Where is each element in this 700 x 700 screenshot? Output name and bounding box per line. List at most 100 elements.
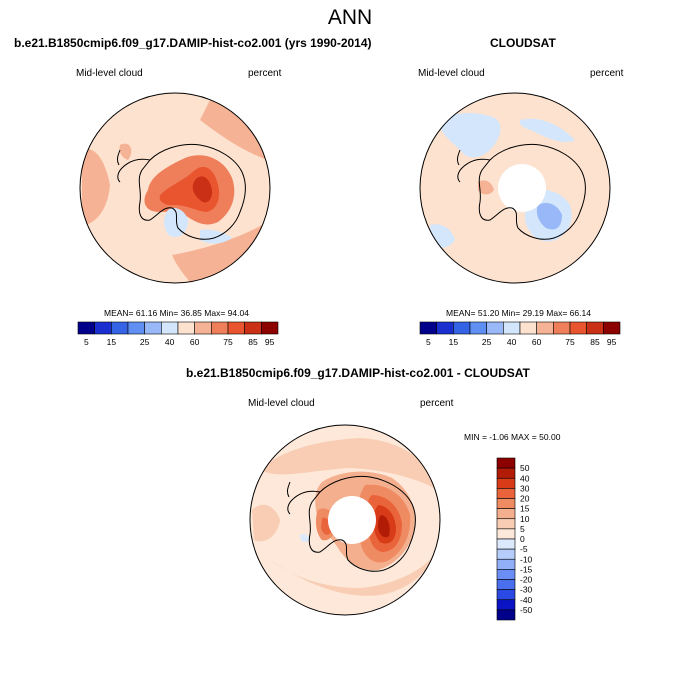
- panel2-stats: MEAN= 51.20 Min= 29.19 Max= 66.14: [446, 308, 591, 318]
- panel1-map-outline: [79, 92, 271, 284]
- panel3-field-ocean-west: [252, 504, 280, 542]
- panel3-min-value: -1.06: [489, 432, 509, 442]
- panel3-colorbar-box: [496, 477, 516, 489]
- panel3-colorbar-tick-label: 15: [520, 504, 530, 514]
- panel3-min-label: MIN =: [464, 432, 487, 442]
- panel1-colorbar-box: [77, 321, 95, 335]
- panel3-field-ocean-ring: [260, 438, 438, 490]
- panel2-units-label: percent: [590, 68, 624, 79]
- panel1-field-ross-sea: [164, 208, 188, 238]
- panel1-colorbar-box: [144, 321, 162, 335]
- panel3-colorbar-box: [496, 609, 516, 621]
- panel1-colorbar-tick-label: 95: [265, 337, 275, 347]
- panel3-stats: MIN = -1.06 MAX = 50.00: [464, 432, 560, 442]
- panel3-colorbar-box: [496, 508, 516, 520]
- panel3-colorbar-tick-label: 5: [520, 524, 525, 534]
- panel1-max-label: Max=: [204, 308, 226, 318]
- panel1-mean-label: MEAN=: [104, 308, 134, 318]
- panel3-colorbar-tick-label: -5: [520, 544, 528, 554]
- panel3-colorbar-tick-label: -20: [520, 575, 533, 585]
- panel1-coastline: [138, 143, 246, 240]
- panel2-min-label: Min=: [501, 308, 521, 318]
- panel3-map-outline: [249, 424, 441, 616]
- panel1-colorbar-tick-label: 75: [223, 337, 233, 347]
- panel1-mean-value: 61.16: [135, 308, 158, 318]
- panel2-colorbar-box: [603, 321, 621, 335]
- panel2-colorbar-box: [569, 321, 587, 335]
- panel3-colorbar-box: [496, 518, 516, 530]
- panel2-pole-missing: [498, 164, 546, 212]
- panel3-pole-missing: [328, 496, 376, 544]
- panel2-mean-label: MEAN=: [446, 308, 476, 318]
- panel1-field-weddell-sea: [200, 229, 232, 244]
- panel1-colorbar-box: [194, 321, 212, 335]
- panel2-max-value: 66.14: [569, 308, 591, 318]
- panel2-map: [420, 93, 610, 283]
- panel3-colorbar-tick-label: 50: [520, 463, 530, 473]
- panel3-max-label: MAX =: [511, 432, 537, 442]
- panel3-title: b.e21.B1850cmip6.f09_g17.DAMIP-hist-co2.…: [186, 366, 530, 380]
- panel3-colorbar-tick-label: -30: [520, 585, 533, 595]
- panel1-title: b.e21.B1850cmip6.f09_g17.DAMIP-hist-co2.…: [14, 36, 372, 50]
- panel2-colorbar-box: [486, 321, 504, 335]
- panel1-max-value: 94.04: [227, 308, 249, 318]
- panel3-colorbar-tick-label: -50: [520, 605, 533, 615]
- panel1-colorbar-box: [244, 321, 262, 335]
- panel1-left-label: Mid-level cloud: [76, 68, 143, 79]
- panel2-colorbar-tick-label: 75: [565, 337, 575, 347]
- panel3-colorbar-tick-label: -10: [520, 554, 533, 564]
- panel1-colorbar-box: [111, 321, 129, 335]
- panel1-colorbar-tick-label: 25: [140, 337, 150, 347]
- panel3-field-ocean-south: [270, 550, 438, 596]
- panel1-colorbar-tick-label: 5: [84, 337, 89, 347]
- panel3-colorbar-tick-label: -40: [520, 595, 533, 605]
- panel2-colorbar-box: [536, 321, 554, 335]
- panel3-colorbar-box: [496, 457, 516, 469]
- panel2-field-pacific-low: [439, 113, 501, 158]
- panel3-colorbar-box: [496, 467, 516, 479]
- panel3-colorbar-box: [496, 488, 516, 499]
- panel2-field-coast-high: [478, 180, 494, 195]
- panel2-field-ocean-north: [519, 118, 575, 143]
- panel1-colorbar-box: [94, 321, 112, 335]
- panel1-colorbar-tick-label: 60: [190, 337, 200, 347]
- panel2-colorbar-box: [586, 321, 604, 335]
- panel3-coastline: [308, 475, 416, 572]
- panel1-colorbar-box: [227, 321, 245, 335]
- panel3-colorbar-tick-label: 0: [520, 534, 525, 544]
- panel3-colorbar-tick-label: -15: [520, 564, 533, 574]
- panel2-colorbar-tick-label: 95: [607, 337, 617, 347]
- panel2-left-label: Mid-level cloud: [418, 68, 485, 79]
- panel3-colorbar-box: [496, 599, 516, 611]
- panel1-colorbar: 5 15 25 40 60 75 85 95: [77, 321, 279, 347]
- panel2-colorbar: 5 15 25 40 60 75 85 95: [419, 321, 621, 347]
- panel2-colorbar-box: [469, 321, 487, 335]
- panel2-colorbar-box: [453, 321, 471, 335]
- panel2-colorbar-tick-label: 40: [507, 337, 517, 347]
- panel3-units-label: percent: [420, 398, 454, 409]
- panel3-colorbar-box: [496, 589, 516, 601]
- panel3-colorbar-tick-label: 30: [520, 483, 530, 493]
- panel2-field-east-antarctica-low: [536, 203, 562, 230]
- panel3-field-east-core: [378, 515, 390, 538]
- panel2-colorbar-box: [519, 321, 537, 335]
- panel3-field-small-negative: [300, 533, 310, 543]
- panel1-field-west-ocean: [119, 143, 132, 160]
- panel1-min-value: 36.85: [180, 308, 202, 318]
- panel2-mean-value: 51.20: [477, 308, 500, 318]
- panel3-colorbar-box: [496, 579, 516, 590]
- panel2-coastline-peninsula: [456, 149, 491, 183]
- panel2-colorbar-tick-label: 85: [590, 337, 600, 347]
- panel3-colorbar-tick-label: 10: [520, 514, 530, 524]
- panel1-colorbar-tick-label: 85: [248, 337, 258, 347]
- panel2-colorbar-box: [419, 321, 437, 335]
- panel2-colorbar-box: [553, 321, 571, 335]
- panel2-colorbar-tick-label: 25: [482, 337, 492, 347]
- panel2-min-value: 29.19: [522, 308, 544, 318]
- panel1-colorbar-box: [161, 321, 179, 335]
- panel1-colorbar-box: [211, 321, 229, 335]
- panel1-colorbar-tick-label: 40: [165, 337, 175, 347]
- panel1-field-interior-core: [192, 176, 213, 203]
- panel3-left-label: Mid-level cloud: [248, 398, 315, 409]
